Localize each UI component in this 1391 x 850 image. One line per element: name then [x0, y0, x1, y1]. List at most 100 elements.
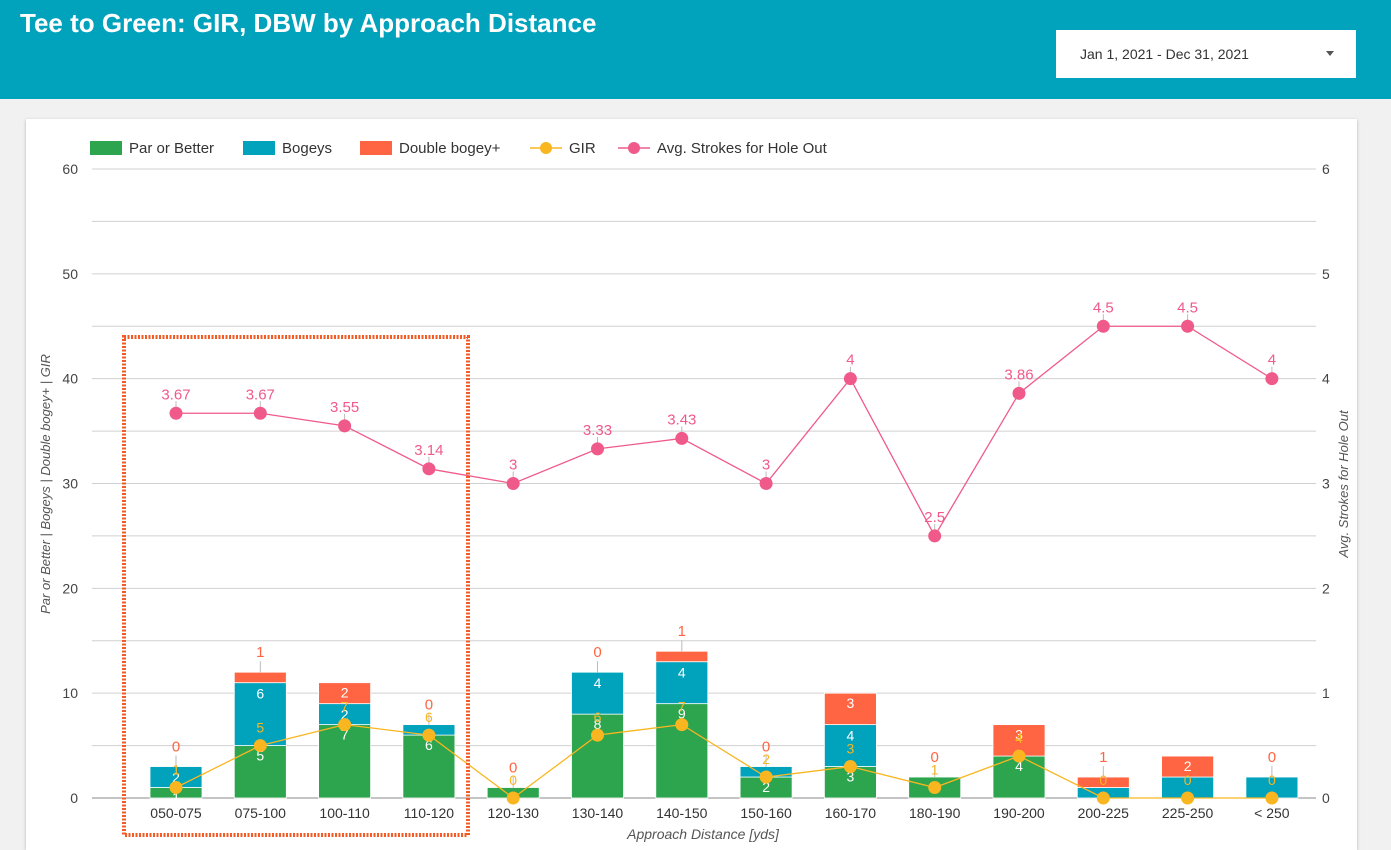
y2-tick-label: 6	[1322, 161, 1330, 177]
gir-point[interactable]	[928, 781, 942, 795]
bar-bogeys[interactable]	[571, 671, 624, 715]
gir-point[interactable]	[1012, 749, 1026, 763]
gir-point[interactable]	[169, 781, 183, 795]
avg-strokes-point[interactable]	[1181, 319, 1195, 333]
avg-strokes-line	[176, 325, 1273, 538]
bar-double-bogey[interactable]	[318, 682, 372, 705]
y-tick-label: 20	[62, 580, 78, 596]
data-label-avg-strokes: 2.5	[924, 509, 945, 526]
bar-par-or-better[interactable]	[318, 724, 372, 799]
data-label-par: 3	[847, 769, 855, 785]
y-tick-label: 10	[62, 685, 78, 701]
data-label-double: 0	[1268, 749, 1276, 766]
avg-strokes-point[interactable]	[169, 406, 183, 420]
data-label-avg-strokes: 3.67	[246, 386, 275, 403]
data-label-gir: 7	[341, 699, 349, 715]
bar-double-bogey[interactable]	[824, 692, 877, 726]
avg-strokes-point[interactable]	[675, 431, 689, 445]
chevron-down-icon	[1326, 51, 1334, 56]
data-label-avg-strokes: 4	[1268, 352, 1276, 369]
data-label-avg-strokes: 3	[509, 457, 517, 474]
data-label-double: 0	[509, 760, 517, 777]
legend-swatch	[243, 141, 275, 155]
x-tick-label: 200-225	[1078, 805, 1130, 821]
avg-strokes-point[interactable]	[843, 372, 857, 386]
legend-item[interactable]: Double bogey+	[399, 140, 501, 157]
y2-tick-label: 4	[1322, 371, 1330, 387]
data-label-bogeys: 2	[341, 707, 349, 723]
y2-tick-label: 5	[1322, 266, 1330, 282]
gir-point[interactable]	[591, 728, 604, 742]
y-tick-label: 40	[62, 371, 78, 387]
data-label-gir: 0	[1184, 772, 1192, 788]
gir-point[interactable]	[1265, 791, 1279, 805]
data-label-double: 1	[678, 623, 686, 640]
data-label-double: 1	[1099, 749, 1107, 766]
gir-point[interactable]	[1181, 791, 1195, 805]
legend-item[interactable]: Par or Better	[129, 140, 214, 157]
data-label-double: 0	[931, 749, 939, 766]
data-label-par: 9	[678, 706, 686, 722]
data-label-avg-strokes: 3.14	[414, 442, 443, 459]
data-label-gir: 5	[256, 720, 264, 736]
legend-swatch	[360, 141, 392, 155]
avg-strokes-point[interactable]	[591, 442, 604, 456]
data-label-gir: 4	[1015, 730, 1023, 746]
avg-strokes-point[interactable]	[1012, 386, 1026, 400]
data-label-double: 0	[172, 739, 180, 756]
y-tick-label: 0	[70, 790, 78, 806]
data-label-avg-strokes: 3	[762, 457, 770, 474]
gir-point[interactable]	[1096, 791, 1110, 805]
data-label-double: 2	[341, 685, 349, 701]
data-label-gir: 6	[594, 709, 602, 725]
page-title: Tee to Green: GIR, DBW by Approach Dista…	[20, 8, 597, 38]
avg-strokes-point[interactable]	[1096, 319, 1110, 333]
bar-bogeys[interactable]	[655, 661, 709, 705]
date-range-picker[interactable]: Jan 1, 2021 - Dec 31, 2021	[1056, 30, 1356, 78]
gir-point[interactable]	[675, 718, 689, 732]
gir-point[interactable]	[422, 728, 436, 742]
legend-item[interactable]: GIR	[569, 140, 596, 157]
data-label-par: 8	[594, 716, 602, 732]
data-label-avg-strokes: 4.5	[1093, 299, 1114, 316]
avg-strokes-point[interactable]	[422, 462, 436, 476]
bar-double-bogey[interactable]	[655, 650, 709, 663]
avg-strokes-point[interactable]	[928, 529, 942, 543]
bar-par-or-better[interactable]	[571, 713, 624, 799]
avg-strokes-point[interactable]	[338, 419, 352, 433]
data-label-par: 2	[762, 779, 770, 795]
gir-point[interactable]	[759, 770, 773, 784]
x-tick-label: 180-190	[909, 805, 961, 821]
bar-par-or-better[interactable]	[402, 734, 456, 799]
gir-point[interactable]	[843, 760, 857, 774]
data-label-double: 1	[256, 644, 264, 661]
bar-double-bogey[interactable]	[1161, 755, 1214, 778]
data-label-bogeys: 4	[678, 665, 686, 681]
data-label-gir: 1	[931, 762, 939, 778]
data-label-double: 0	[762, 739, 770, 756]
legend-item[interactable]: Bogeys	[282, 140, 332, 157]
gir-point[interactable]	[338, 718, 352, 732]
x-tick-label: 190-200	[993, 805, 1045, 821]
data-label-double: 3	[1015, 727, 1023, 743]
highlight-annotation-box	[122, 335, 470, 837]
data-label-par: 5	[256, 748, 264, 764]
data-label-gir: 6	[425, 709, 433, 725]
data-label-gir: 2	[762, 751, 770, 767]
gir-point[interactable]	[506, 791, 520, 805]
data-label-avg-strokes: 3.67	[161, 386, 190, 403]
gir-point[interactable]	[253, 739, 267, 753]
avg-strokes-point[interactable]	[759, 477, 773, 490]
data-label-par: 1	[172, 790, 180, 806]
avg-strokes-point[interactable]	[506, 477, 520, 490]
y2-tick-label: 1	[1322, 685, 1330, 701]
x-tick-label: 160-170	[825, 805, 877, 821]
data-label-bogeys: 6	[256, 686, 264, 702]
avg-strokes-point[interactable]	[1265, 372, 1279, 386]
y2-tick-label: 0	[1322, 790, 1330, 806]
y-tick-label: 50	[62, 266, 78, 282]
bar-double-bogey[interactable]	[233, 671, 287, 684]
legend-item[interactable]: Avg. Strokes for Hole Out	[657, 140, 828, 157]
x-tick-label: 120-130	[488, 805, 540, 821]
avg-strokes-point[interactable]	[253, 406, 267, 420]
